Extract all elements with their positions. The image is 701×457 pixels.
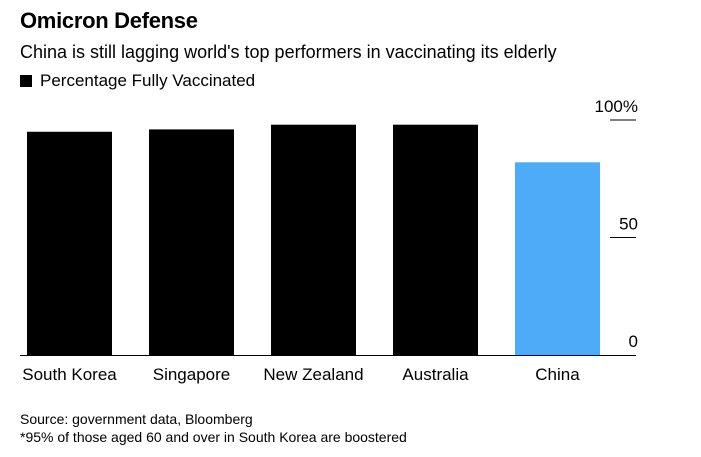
source-note: Source: government data, Bloomberg xyxy=(20,411,253,427)
x-tick-label: Australia xyxy=(402,365,469,384)
legend-swatch xyxy=(20,75,32,87)
x-tick-label: Singapore xyxy=(153,365,231,384)
bar xyxy=(515,162,600,355)
bar xyxy=(271,124,356,355)
chart-subtitle: China is still lagging world's top perfo… xyxy=(20,42,557,62)
chart-title: Omicron Defense xyxy=(20,8,198,33)
bar xyxy=(27,131,112,355)
legend-label: Percentage Fully Vaccinated xyxy=(40,71,256,90)
legend: Percentage Fully Vaccinated xyxy=(20,71,255,91)
y-tick-label: 50 xyxy=(619,215,638,234)
x-tick-label: China xyxy=(535,365,580,384)
y-tick-label: 0 xyxy=(629,332,638,351)
bar-chart: 0 50 100% South Korea Singapore New Zealand Au… xyxy=(20,97,638,384)
bar xyxy=(149,129,234,355)
footnote: *95% of those aged 60 and over in South … xyxy=(20,429,407,445)
x-tick-label: New Zealand xyxy=(263,365,363,384)
y-tick-label: 100% xyxy=(595,97,638,116)
x-tick-label: South Korea xyxy=(22,365,117,384)
bar xyxy=(393,124,478,355)
